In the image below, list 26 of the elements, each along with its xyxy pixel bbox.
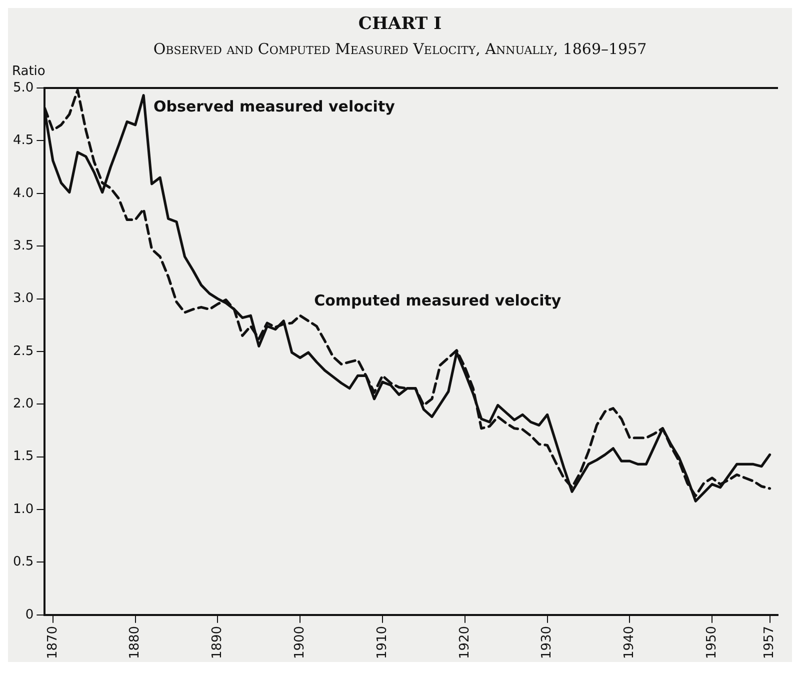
- y-tick-label: 1.5: [12, 449, 34, 464]
- chart-subtitle: Observed and Computed Measured Velocity, Annually, 1869–1957: [152, 39, 648, 60]
- y-tick-label: 1.0: [12, 502, 34, 517]
- x-tick-label: 1880: [128, 626, 143, 660]
- chart-title: CHART I: [357, 13, 443, 34]
- y-tick-label: 2.0: [12, 396, 34, 412]
- y-tick-label: 4.5: [12, 133, 34, 148]
- x-tick-label: 1900: [292, 626, 308, 660]
- y-tick-label: 0: [25, 607, 34, 622]
- series-label: Computed measured velocity: [314, 292, 562, 310]
- x-tick-label: 1910: [374, 626, 390, 660]
- x-tick-label: 1890: [210, 626, 226, 660]
- y-tick-label: 2.5: [12, 344, 34, 359]
- y-axis-title: Ratio: [12, 64, 46, 79]
- x-tick-label: 1870: [45, 626, 60, 660]
- series-label: Observed measured velocity: [154, 97, 396, 116]
- x-tick-label: 1957: [762, 626, 778, 660]
- y-tick-label: 5.0: [12, 80, 34, 96]
- x-tick-label: 1930: [540, 626, 555, 660]
- y-tick-label: 3.5: [12, 238, 34, 254]
- x-tick-label: 1940: [622, 626, 638, 660]
- y-tick-label: 0.5: [12, 554, 34, 570]
- x-tick-label: 1920: [457, 626, 472, 660]
- x-tick-label: 1950: [704, 626, 720, 660]
- y-tick-label: 3.0: [12, 291, 34, 306]
- y-tick-label: 4.0: [12, 186, 34, 201]
